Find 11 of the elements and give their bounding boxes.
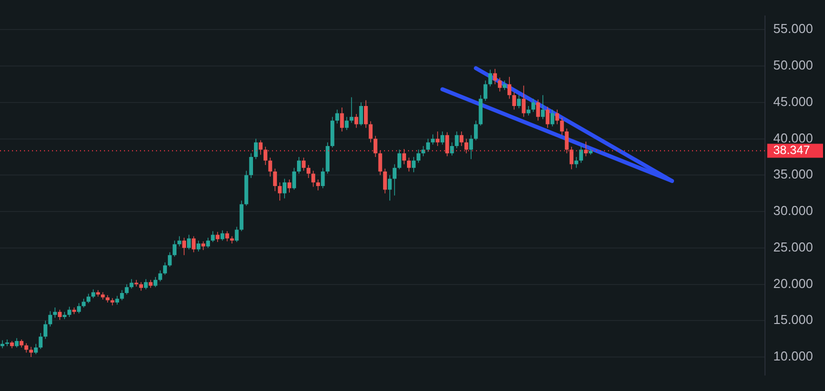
y-tick-label: 35.000 [773, 166, 814, 182]
y-tick-label: 30.000 [773, 203, 814, 218]
y-tick-label: 15.000 [773, 312, 814, 328]
y-tick-label: 45.000 [773, 94, 814, 109]
y-tick-label: 55.000 [773, 21, 814, 36]
y-tick-label: 10.000 [773, 348, 814, 364]
y-tick-label: 25.000 [773, 239, 814, 254]
y-tick-label: 20.000 [773, 276, 814, 291]
y-tick-label: 40.000 [773, 130, 814, 146]
y-tick-label: 50.000 [773, 58, 814, 73]
ref-line-label: 38.347 [773, 143, 810, 158]
